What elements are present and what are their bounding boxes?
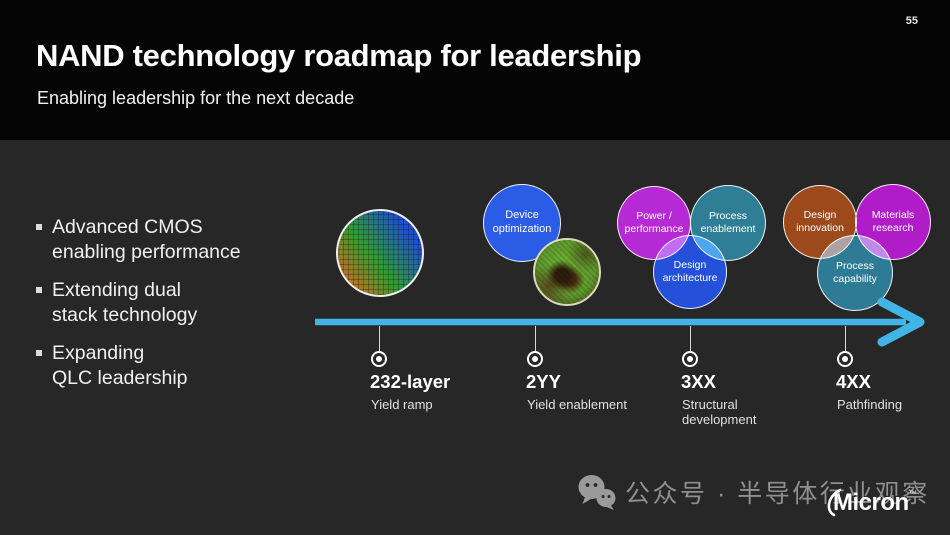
bullet-line: Extending dual xyxy=(52,279,182,301)
bubble-power-performance: Power / performance xyxy=(617,186,691,260)
milestone-title: 3XX xyxy=(681,371,716,392)
milestone-stem xyxy=(689,326,691,353)
milestone-title: 232-layer xyxy=(370,371,451,392)
bubble-materials-research: Materials research xyxy=(855,184,931,260)
micron-logo-text: Micron xyxy=(833,489,909,516)
bubble-design-innovation: Design innovation xyxy=(783,185,857,259)
milestone-stem xyxy=(378,326,380,353)
bullet-line: Advanced CMOS xyxy=(52,216,203,238)
milestone-title: 4XX xyxy=(836,371,871,392)
bubble-label: Process enablement xyxy=(700,209,756,235)
bubble-label: Device optimization xyxy=(492,209,552,235)
milestone-subtitle: Yield ramp xyxy=(371,397,433,412)
bubble-label: Design architecture xyxy=(662,258,718,284)
micron-logo: Micron™ xyxy=(827,488,917,517)
milestone-subtitle: Yield enablement xyxy=(527,397,627,412)
bullet-line: enabling performance xyxy=(52,241,241,263)
bullet-dual-stack: Extending dual stack technology xyxy=(36,278,266,328)
watermark-text: 公众号 · 半导体行业观察 xyxy=(625,480,930,508)
bullet-line: QLC leadership xyxy=(52,367,188,389)
bullet-square-icon xyxy=(36,350,42,356)
slide-subtitle: Enabling leadership for the next decade xyxy=(37,88,355,108)
milestone-stem xyxy=(534,326,536,353)
bubble-label: Power / performance xyxy=(624,209,684,235)
milestone-stem xyxy=(844,326,846,353)
bubble-label: Process capability xyxy=(833,259,877,285)
wafer-image xyxy=(336,209,424,297)
bullet-qlc: Expanding QLC leadership xyxy=(36,341,266,391)
timeline-arrow xyxy=(315,297,925,347)
milestone-marker-icon xyxy=(371,351,387,367)
micron-trademark: ™ xyxy=(908,489,917,498)
milestone-title: 2YY xyxy=(526,371,561,392)
bubble-label: Design innovation xyxy=(796,208,844,234)
milestone-marker-icon xyxy=(837,351,853,367)
milestone-marker-icon xyxy=(527,351,543,367)
bullet-list: Advanced CMOS enabling performance Exten… xyxy=(36,215,266,404)
slide-header: 55 NAND technology roadmap for leadershi… xyxy=(0,0,950,140)
milestone-subtitle: Pathfinding xyxy=(837,397,903,412)
bullet-advanced-cmos: Advanced CMOS enabling performance xyxy=(36,215,266,265)
page-number: 55 xyxy=(905,15,918,27)
slide-title: NAND technology roadmap for leadership xyxy=(36,38,642,73)
bullet-line: Expanding xyxy=(52,342,145,364)
watermark: 公众号 · 半导体行业观察 xyxy=(578,474,930,510)
bullet-square-icon xyxy=(36,287,42,293)
milestone-marker-icon xyxy=(682,351,698,367)
microscope-image xyxy=(533,238,601,306)
bullet-square-icon xyxy=(36,224,42,230)
bubble-label: Materials research xyxy=(871,208,915,234)
wechat-icon xyxy=(578,475,616,510)
bubble-process-enablement: Process enablement xyxy=(690,185,766,261)
bullet-line: stack technology xyxy=(52,304,198,326)
micron-swoosh-icon xyxy=(827,488,842,517)
milestone-subtitle: Structural development xyxy=(682,397,757,428)
